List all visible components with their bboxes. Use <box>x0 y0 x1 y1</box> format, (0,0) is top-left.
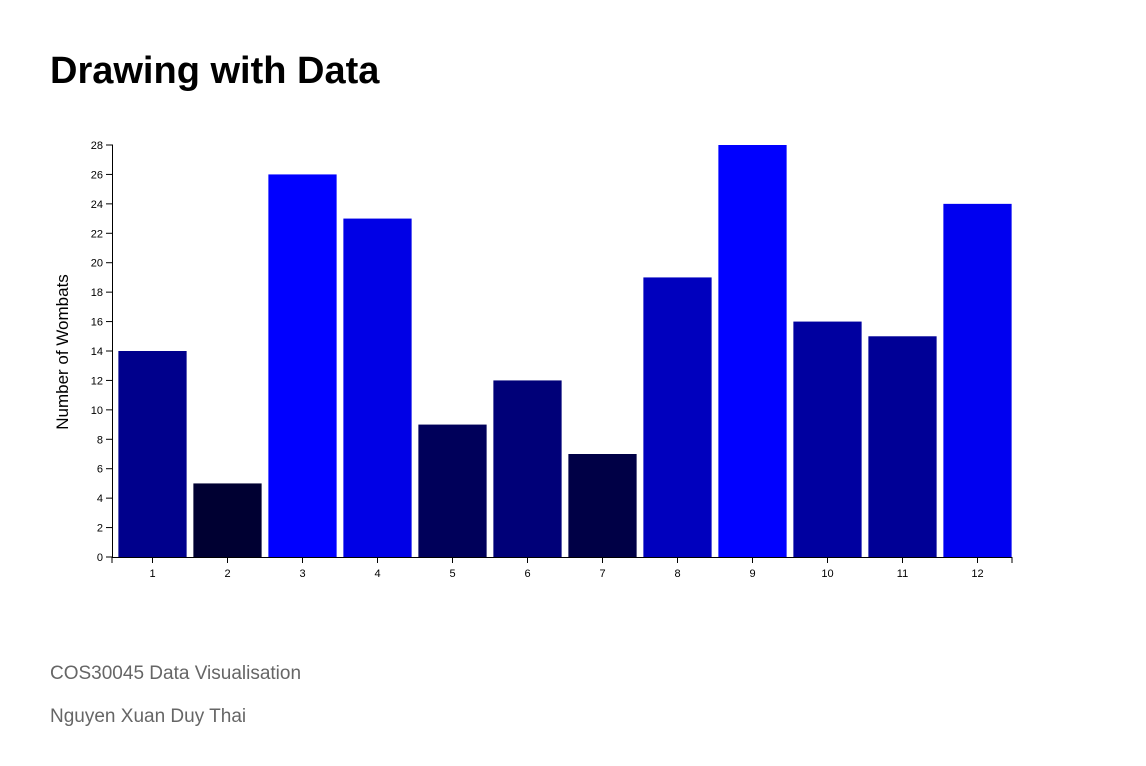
bar-12 <box>943 203 1012 557</box>
x-tick-label: 1 <box>149 568 155 580</box>
bars-group <box>118 145 1012 558</box>
x-axis: 1 2 3 4 5 6 7 8 9 10 11 12 <box>111 557 1013 580</box>
x-tick-label: 11 <box>897 568 908 580</box>
x-tick-label: 5 <box>449 568 455 580</box>
y-tick-label: 0 <box>97 552 103 564</box>
bar-11 <box>868 336 937 557</box>
y-tick-label: 20 <box>91 258 103 270</box>
y-tick-label: 4 <box>97 493 103 505</box>
page-title: Drawing with Data <box>50 50 380 92</box>
bar-2 <box>193 483 262 557</box>
y-tick-label: 22 <box>91 228 103 240</box>
x-tick-label: 2 <box>224 568 230 580</box>
bar-4 <box>343 218 412 558</box>
y-axis-title: Number of Wombats <box>53 274 72 430</box>
x-tick-label: 3 <box>299 568 305 580</box>
y-tick-label: 8 <box>97 434 103 446</box>
y-tick-label: 24 <box>91 199 103 211</box>
x-tick-label: 4 <box>374 568 380 580</box>
y-tick-label: 6 <box>97 464 103 476</box>
course-name: COS30045 Data Visualisation <box>50 663 302 684</box>
bar-10 <box>793 321 862 557</box>
x-tick-label: 9 <box>749 568 755 580</box>
bar-3 <box>268 174 337 557</box>
y-tick-label: 10 <box>91 405 103 417</box>
y-tick-label: 26 <box>91 169 103 181</box>
y-tick-label: 14 <box>91 346 103 358</box>
bar-9 <box>718 145 787 557</box>
y-tick-label: 16 <box>91 317 103 329</box>
x-tick-label: 7 <box>599 568 605 580</box>
y-tick-label: 18 <box>91 287 103 299</box>
wombat-bar-chart: 1 2 3 4 5 6 7 8 9 10 11 12 024681012141618202224262… <box>53 140 1013 580</box>
bar-5 <box>418 424 487 557</box>
bar-8 <box>643 277 712 557</box>
x-tick-label: 6 <box>524 568 530 580</box>
y-tick-label: 28 <box>91 140 103 152</box>
y-tick-label: 12 <box>91 375 103 387</box>
x-tick-label: 12 <box>971 568 983 580</box>
x-tick-label: 8 <box>674 568 680 580</box>
author-name: Nguyen Xuan Duy Thai <box>50 706 247 727</box>
bar-1 <box>118 351 187 557</box>
y-tick-label: 2 <box>97 523 103 535</box>
x-tick-label: 10 <box>821 568 833 580</box>
bar-6 <box>493 380 562 557</box>
x-axis-line <box>111 557 1013 563</box>
bar-7 <box>568 454 637 557</box>
